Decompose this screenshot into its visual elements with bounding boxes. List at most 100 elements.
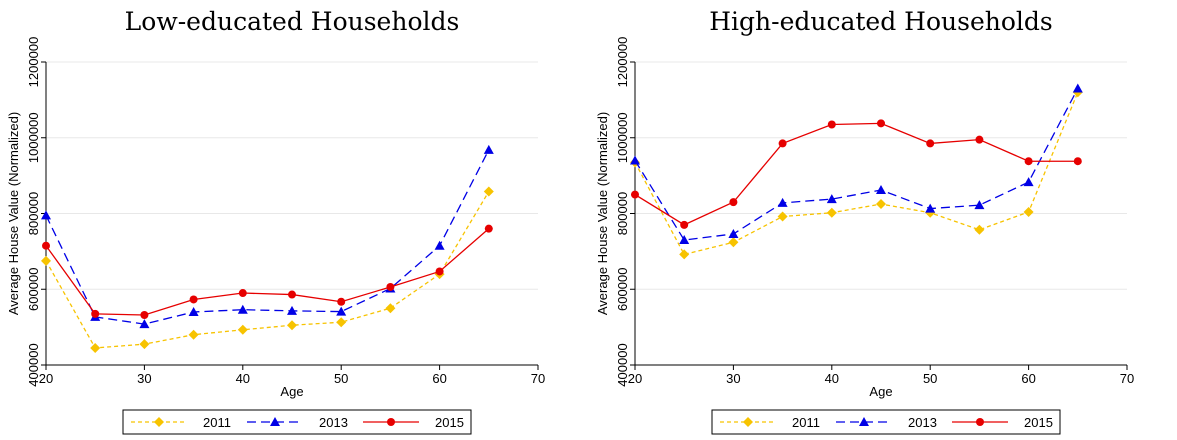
data-point-2015 [631, 190, 639, 199]
data-point-2015 [91, 309, 100, 318]
data-point-2011 [777, 211, 788, 222]
data-point-2013 [188, 306, 199, 316]
y-tick-label: 1000000 [26, 112, 41, 163]
series-2015 [42, 224, 493, 320]
legend-marker-2015 [387, 418, 395, 426]
y-tick-label: 1000000 [615, 112, 630, 163]
data-point-2013 [630, 155, 640, 165]
series-line-2013 [45, 149, 490, 325]
data-point-2013 [434, 240, 445, 250]
chart-high-educated: High-educated Households 400000 600000 8000… [595, 7, 1134, 435]
data-point-2015 [926, 139, 935, 148]
data-point-2011 [728, 237, 739, 248]
legend-marker-2011 [154, 417, 164, 427]
data-point-2013 [483, 144, 494, 154]
data-point-2015 [729, 198, 738, 207]
data-point-2011 [41, 255, 51, 266]
y-tick-label: 600000 [26, 268, 41, 311]
legend-label-2011: 2011 [792, 415, 820, 430]
gridlines [635, 61, 1127, 290]
data-point-2011 [876, 199, 886, 210]
y-axis-label: Average House Value (Normalized) [6, 112, 21, 315]
data-point-2015 [337, 297, 346, 306]
x-tick-label: 50 [923, 371, 937, 386]
data-point-2015 [435, 267, 444, 276]
data-point-2015 [827, 120, 836, 129]
series-line-2011 [634, 92, 1079, 256]
series-2013 [41, 144, 494, 329]
x-tick-label: 30 [726, 371, 740, 386]
y-axis-label: Average House Value (Normalized) [595, 112, 610, 315]
legend-marker-2013 [859, 417, 869, 426]
data-point-2011 [336, 317, 347, 328]
data-point-2013 [1072, 83, 1083, 93]
series-line-2015 [45, 228, 490, 316]
data-point-2015 [1073, 157, 1082, 166]
data-point-2013 [41, 210, 51, 220]
series-2015 [631, 119, 1082, 229]
data-point-2015 [386, 282, 395, 291]
x-tick-label: 70 [531, 371, 545, 386]
legend-label-2011: 2011 [203, 415, 231, 430]
legend-label-2013: 2013 [319, 415, 348, 430]
data-point-2015 [238, 289, 247, 298]
data-point-2011 [188, 329, 199, 340]
legend-marker-2015 [976, 418, 984, 426]
data-point-2011 [483, 186, 494, 197]
gridlines [46, 61, 538, 290]
data-point-2011 [287, 320, 297, 331]
data-point-2015 [484, 224, 493, 233]
x-tick-label: 60 [432, 371, 446, 386]
data-point-2013 [139, 319, 150, 329]
x-axis-label: Age [280, 384, 303, 399]
data-point-2015 [140, 311, 149, 320]
data-point-2013 [237, 304, 248, 314]
data-point-2015 [1024, 157, 1033, 166]
data-point-2011 [385, 303, 396, 314]
legend-label-2013: 2013 [908, 415, 937, 430]
x-tick-label: 50 [334, 371, 348, 386]
y-tick-label: 1200000 [615, 37, 630, 88]
data-point-2015 [288, 290, 296, 299]
data-point-2011 [139, 339, 150, 350]
data-point-2013 [1023, 177, 1034, 187]
x-tick-label: 40 [825, 371, 839, 386]
series-2013 [630, 83, 1083, 245]
data-point-2011 [237, 324, 248, 335]
legend: 2011 2013 2015 [122, 409, 472, 435]
chart-title: High-educated Households [709, 7, 1053, 36]
data-point-2015 [189, 295, 198, 304]
data-point-2011 [90, 342, 101, 353]
chart-low-educated: Low-educated Households 400000 600000 80000… [6, 7, 545, 435]
data-point-2015 [877, 119, 885, 128]
x-tick-label: 20 [628, 371, 642, 386]
series-2011 [41, 186, 494, 353]
x-tick-label: 60 [1021, 371, 1035, 386]
series-line-2013 [634, 88, 1079, 241]
y-tick-label: 600000 [615, 268, 630, 311]
y-tick-label: 400000 [26, 343, 41, 386]
data-point-2015 [680, 220, 689, 229]
data-point-2013 [336, 306, 347, 316]
legend-label-2015: 2015 [1024, 415, 1053, 430]
chart-panel-low-educated: Low-educated Households 400000 600000 80000… [0, 0, 588, 440]
legend-marker-2011 [743, 417, 753, 427]
data-point-2015 [975, 135, 984, 144]
chart-panel-high-educated: High-educated Households 400000 600000 8000… [589, 0, 1177, 440]
series-2011 [630, 87, 1083, 260]
chart-title: Low-educated Households [125, 7, 460, 36]
legend: 2011 2013 2015 [711, 409, 1061, 435]
legend-marker-2013 [270, 417, 280, 426]
data-point-2013 [925, 203, 936, 213]
x-tick-label: 20 [39, 371, 53, 386]
data-point-2011 [826, 207, 837, 218]
data-point-2013 [876, 185, 886, 195]
y-tick-label: 400000 [615, 343, 630, 386]
data-point-2011 [974, 224, 985, 235]
data-point-2013 [777, 197, 788, 207]
data-point-2015 [42, 241, 50, 250]
y-tick-label: 800000 [615, 192, 630, 235]
x-tick-label: 40 [236, 371, 250, 386]
data-point-2011 [679, 249, 690, 260]
data-point-2013 [974, 200, 985, 210]
